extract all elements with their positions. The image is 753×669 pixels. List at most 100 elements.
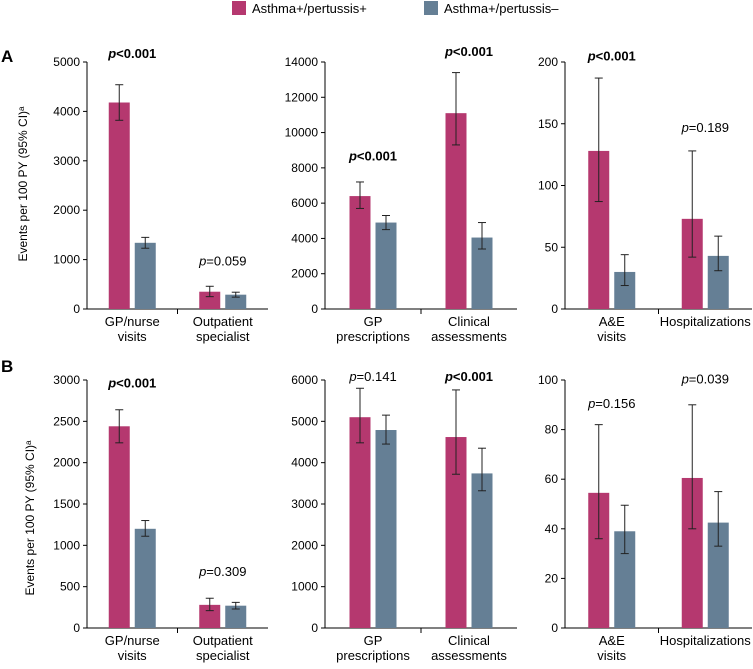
panel-a2: 0 2000 4000 6000 8000 10000 12000 14000 GPprescr…: [285, 44, 517, 344]
p-value-label: p=0.156: [587, 396, 635, 411]
bar: [225, 294, 247, 309]
y-tick-label: 6000: [291, 373, 318, 387]
x-tick-label: Clinical: [448, 633, 490, 648]
y-tick-label: 500: [60, 580, 80, 594]
x-tick-label: visits: [597, 648, 626, 663]
bar: [681, 477, 703, 628]
y-axis-title-a: Events per 100 PY (95% CI)ᵃ: [16, 106, 30, 262]
x-tick-label: GP: [364, 314, 383, 329]
p-value-text: <0.001: [116, 46, 156, 61]
y-tick-label: 6000: [291, 196, 318, 210]
y-tick-label: 2000: [291, 267, 318, 281]
p-value-label: p<0.001: [444, 369, 493, 384]
bar: [614, 531, 636, 628]
y-tick-label: 8000: [291, 161, 318, 175]
y-tick-label: 2000: [53, 203, 80, 217]
x-tick-label: Hospitalizations: [660, 633, 752, 648]
p-value-label: p<0.001: [107, 46, 156, 61]
p-value-text: =0.039: [689, 371, 729, 386]
p-value-label: p=0.141: [348, 369, 396, 384]
x-tick-label: prescriptions: [336, 329, 410, 344]
y-tick-label: 150: [538, 117, 558, 131]
y-tick-label: 4000: [291, 456, 318, 470]
panel-a3: 050100150200A&Evisitsp<0.001Hospitalizat…: [538, 48, 752, 344]
p-value-label: p<0.001: [587, 48, 636, 63]
bar: [349, 196, 371, 309]
p-value-text: <0.001: [453, 369, 493, 384]
y-tick-label: 4000: [53, 104, 80, 118]
y-tick-label: 2000: [291, 538, 318, 552]
bar: [199, 604, 221, 628]
x-tick-label: prescriptions: [336, 648, 410, 663]
bar: [375, 430, 397, 628]
y-tick-label: 10000: [285, 126, 319, 140]
p-value-prefix: p: [681, 371, 689, 386]
y-tick-label: 0: [73, 621, 80, 635]
bar: [588, 150, 610, 309]
panel-b3: 020406080100A&Evisitsp=0.156Hospitalizat…: [538, 371, 752, 663]
p-value-prefix: p: [681, 120, 689, 135]
x-tick-label: specialist: [196, 329, 250, 344]
bar: [225, 605, 247, 628]
bar: [375, 222, 397, 309]
bar: [445, 113, 467, 310]
p-value-label: p<0.001: [444, 44, 493, 59]
y-tick-label: 0: [73, 302, 80, 316]
panels: 010002000300040005000GP/nursevisitsp<0.0…: [53, 44, 752, 663]
y-tick-label: 3000: [53, 154, 80, 168]
x-tick-label: Outpatient: [193, 633, 253, 648]
bar: [108, 102, 130, 310]
bar: [445, 437, 467, 628]
p-value-text: =0.189: [689, 120, 729, 135]
y-tick-label: 0: [311, 621, 318, 635]
y-tick-label: 50: [545, 240, 559, 254]
p-value-prefix: p: [348, 148, 357, 163]
bar: [681, 218, 703, 309]
p-value-prefix: p: [198, 564, 206, 579]
y-tick-label: 12000: [285, 90, 319, 104]
p-value-text: <0.001: [596, 48, 636, 63]
y-tick-label: 3000: [291, 497, 318, 511]
y-tick-label: 20: [545, 571, 559, 585]
p-value-text: <0.001: [116, 376, 156, 391]
y-tick-label: 1500: [53, 497, 80, 511]
y-axis-title-b: Events per 100 PY (95% CI)ᵃ: [23, 440, 37, 596]
y-tick-label: 60: [545, 472, 559, 486]
p-value-prefix: p: [107, 46, 116, 61]
p-value-label: p=0.309: [198, 564, 246, 579]
p-value-label: p=0.189: [681, 120, 729, 135]
y-tick-label: 100: [538, 373, 558, 387]
p-value-prefix: p: [198, 253, 206, 268]
bar: [349, 417, 371, 628]
p-value-prefix: p: [587, 396, 595, 411]
x-tick-label: Clinical: [448, 314, 490, 329]
legend-swatch-neg: [424, 1, 438, 15]
y-tick-label: 2500: [53, 414, 80, 428]
x-tick-label: visits: [118, 329, 147, 344]
legend-label-neg: Asthma+/pertussis–: [444, 1, 559, 16]
bar: [471, 237, 493, 309]
x-tick-label: visits: [118, 648, 147, 663]
bar: [471, 473, 493, 628]
bar: [588, 492, 610, 628]
p-value-label: p<0.001: [348, 148, 397, 163]
x-tick-label: visits: [597, 329, 626, 344]
legend: Asthma+/pertussis+ Asthma+/pertussis–: [232, 1, 559, 16]
y-tick-label: 1000: [291, 580, 318, 594]
x-tick-label: specialist: [196, 648, 250, 663]
panel-a1: 010002000300040005000GP/nursevisitsp<0.0…: [53, 46, 268, 344]
p-value-prefix: p: [444, 44, 453, 59]
panel-b2: 0 1000 2000 3000 4000 5000 6000 GPprescriptions…: [291, 369, 517, 663]
bar: [108, 426, 130, 628]
y-tick-label: 200: [538, 55, 558, 69]
y-tick-label: 100: [538, 179, 558, 193]
y-tick-label: 4000: [291, 231, 318, 245]
p-value-label: p=0.059: [198, 253, 246, 268]
p-value-text: =0.059: [206, 253, 246, 268]
y-tick-label: 5000: [53, 55, 80, 69]
panel-b1: 050010001500200025003000GP/nursevisitsp<…: [53, 373, 268, 663]
x-tick-label: GP/nurse: [105, 633, 160, 648]
y-tick-label: 5000: [291, 414, 318, 428]
bar: [199, 291, 221, 309]
